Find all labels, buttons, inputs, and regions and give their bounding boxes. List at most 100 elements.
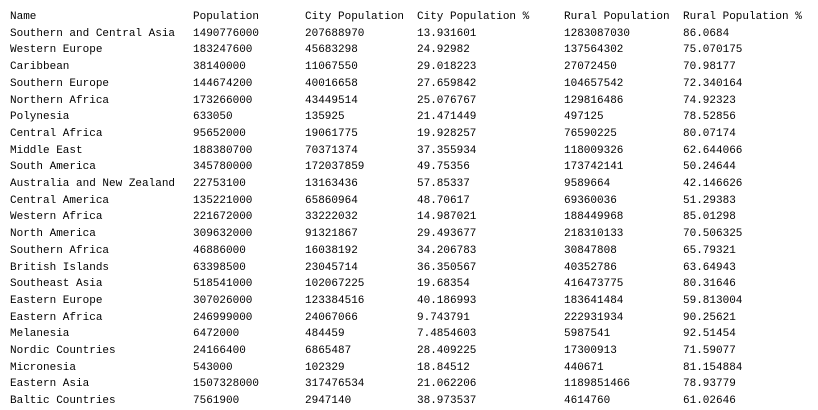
cell-population[interactable]: 7561900 <box>193 395 240 408</box>
cell-rural-population[interactable]: 173742141 <box>564 161 624 174</box>
cell-name[interactable]: Polynesia <box>10 111 70 124</box>
cell-rural-population[interactable]: 137564302 <box>564 44 624 57</box>
table-row[interactable]: Western Europe 183247600 45683298 24.92982 1… <box>10 42 813 59</box>
cell-rural-population[interactable]: 4614760 <box>564 395 611 408</box>
table-row[interactable]: British Islands 63398500 23045714 36.350567… <box>10 260 813 277</box>
cell-rural-population[interactable]: 1283087030 <box>564 27 631 40</box>
cell-population[interactable]: 309632000 <box>193 228 253 241</box>
cell-rural-population[interactable]: 222931934 <box>564 311 624 324</box>
cell-population[interactable]: 38140000 <box>193 61 246 74</box>
cell-name[interactable]: Central America <box>10 194 110 207</box>
cell-rural-population-pct[interactable]: 86.0684 <box>683 27 730 40</box>
cell-rural-population[interactable]: 118009326 <box>564 144 624 157</box>
cell-population[interactable]: 135221000 <box>193 194 253 207</box>
cell-rural-population-pct[interactable]: 63.64943 <box>683 261 736 274</box>
cell-rural-population-pct[interactable]: 42.146626 <box>683 178 743 191</box>
cell-rural-population[interactable]: 497125 <box>564 111 604 124</box>
cell-population[interactable]: 24166400 <box>193 345 246 358</box>
table-row[interactable]: Eastern Europe 307026000 123384516 40.18699… <box>10 293 813 310</box>
cell-rural-population-pct[interactable]: 71.59077 <box>683 345 736 358</box>
cell-rural-population[interactable]: 104657542 <box>564 77 624 90</box>
table-row[interactable]: Eastern Africa 246999000 24067066 9.743791 2… <box>10 310 813 327</box>
cell-rural-population[interactable]: 129816486 <box>564 94 624 107</box>
cell-rural-population-pct[interactable]: 90.25621 <box>683 311 736 324</box>
cell-population[interactable]: 633050 <box>193 111 233 124</box>
cell-rural-population-pct[interactable]: 81.154884 <box>683 361 743 374</box>
cell-name[interactable]: South America <box>10 161 96 174</box>
cell-rural-population-pct[interactable]: 61.02646 <box>683 395 736 408</box>
cell-city-population[interactable]: 16038192 <box>305 244 358 257</box>
table-row[interactable]: Southern Europe 144674200 40016658 27.65984… <box>10 76 813 93</box>
cell-population[interactable]: 173266000 <box>193 94 253 107</box>
cell-city-population-pct[interactable]: 57.85337 <box>417 178 470 191</box>
cell-rural-population-pct[interactable]: 72.340164 <box>683 77 743 90</box>
cell-city-population-pct[interactable]: 37.355934 <box>417 144 477 157</box>
cell-city-population[interactable]: 317476534 <box>305 378 365 391</box>
table-row[interactable]: Melanesia 6472000 484459 7.4854603 5987541 92… <box>10 326 813 343</box>
cell-city-population[interactable]: 13163436 <box>305 178 358 191</box>
cell-population[interactable]: 221672000 <box>193 211 253 224</box>
cell-rural-population-pct[interactable]: 92.51454 <box>683 328 736 341</box>
cell-city-population[interactable]: 172037859 <box>305 161 365 174</box>
cell-name[interactable]: Southern and Central Asia <box>10 27 176 40</box>
cell-city-population-pct[interactable]: 7.4854603 <box>417 328 477 341</box>
cell-name[interactable]: Northern Africa <box>10 94 110 107</box>
cell-rural-population-pct[interactable]: 70.506325 <box>683 228 743 241</box>
cell-city-population[interactable]: 19061775 <box>305 127 358 140</box>
cell-population[interactable]: 543000 <box>193 361 233 374</box>
cell-rural-population-pct[interactable]: 51.29383 <box>683 194 736 207</box>
cell-city-population-pct[interactable]: 21.471449 <box>417 111 477 124</box>
cell-name[interactable]: Eastern Asia <box>10 378 90 391</box>
cell-city-population[interactable]: 123384516 <box>305 294 365 307</box>
cell-city-population[interactable]: 135925 <box>305 111 345 124</box>
cell-population[interactable]: 46886000 <box>193 244 246 257</box>
cell-city-population-pct[interactable]: 29.018223 <box>417 61 477 74</box>
cell-rural-population[interactable]: 27072450 <box>564 61 617 74</box>
table-row[interactable]: Western Africa 221672000 33222032 14.987021… <box>10 209 813 226</box>
column-header-city-population-pct[interactable]: City Population % <box>417 11 530 23</box>
table-row[interactable]: Caribbean 38140000 11067550 29.018223 270724… <box>10 59 813 76</box>
cell-city-population[interactable]: 6865487 <box>305 345 352 358</box>
cell-population[interactable]: 95652000 <box>193 127 246 140</box>
cell-population[interactable]: 345780000 <box>193 161 253 174</box>
cell-city-population-pct[interactable]: 25.076767 <box>417 94 477 107</box>
cell-city-population[interactable]: 2947140 <box>305 395 352 408</box>
cell-city-population[interactable]: 33222032 <box>305 211 358 224</box>
cell-city-population-pct[interactable]: 19.928257 <box>417 127 477 140</box>
cell-city-population-pct[interactable]: 19.68354 <box>417 278 470 291</box>
cell-rural-population-pct[interactable]: 80.31646 <box>683 278 736 291</box>
cell-rural-population[interactable]: 76590225 <box>564 127 617 140</box>
column-header-population[interactable]: Population <box>193 11 260 23</box>
cell-population[interactable]: 144674200 <box>193 77 253 90</box>
cell-population[interactable]: 1507328000 <box>193 378 260 391</box>
cell-population[interactable]: 1490776000 <box>193 27 260 40</box>
cell-rural-population[interactable]: 17300913 <box>564 345 617 358</box>
cell-city-population[interactable]: 102329 <box>305 361 345 374</box>
cell-rural-population-pct[interactable]: 70.98177 <box>683 61 736 74</box>
cell-city-population-pct[interactable]: 27.659842 <box>417 77 477 90</box>
cell-city-population-pct[interactable]: 21.062206 <box>417 378 477 391</box>
cell-name[interactable]: British Islands <box>10 261 110 274</box>
cell-rural-population-pct[interactable]: 75.070175 <box>683 44 743 57</box>
cell-city-population-pct[interactable]: 38.973537 <box>417 395 477 408</box>
cell-city-population-pct[interactable]: 49.75356 <box>417 161 470 174</box>
cell-rural-population[interactable]: 218310133 <box>564 228 624 241</box>
cell-rural-population[interactable]: 416473775 <box>564 278 624 291</box>
cell-name[interactable]: Western Africa <box>10 211 103 224</box>
cell-rural-population[interactable]: 1189851466 <box>564 378 631 391</box>
cell-city-population-pct[interactable]: 28.409225 <box>417 345 477 358</box>
cell-name[interactable]: Caribbean <box>10 61 70 74</box>
column-header-rural-population[interactable]: Rural Population <box>564 11 670 23</box>
cell-name[interactable]: Baltic Countries <box>10 395 116 408</box>
cell-rural-population-pct[interactable]: 65.79321 <box>683 244 736 257</box>
column-header-rural-population-pct[interactable]: Rural Population % <box>683 11 802 23</box>
cell-rural-population[interactable]: 9589664 <box>564 178 611 191</box>
cell-city-population-pct[interactable]: 13.931601 <box>417 27 477 40</box>
cell-name[interactable]: Southern Africa <box>10 244 110 257</box>
cell-city-population[interactable]: 207688970 <box>305 27 365 40</box>
cell-city-population[interactable]: 45683298 <box>305 44 358 57</box>
cell-name[interactable]: Central Africa <box>10 127 103 140</box>
cell-city-population-pct[interactable]: 24.92982 <box>417 44 470 57</box>
column-header-city-population[interactable]: City Population <box>305 11 405 23</box>
cell-city-population[interactable]: 91321867 <box>305 228 358 241</box>
